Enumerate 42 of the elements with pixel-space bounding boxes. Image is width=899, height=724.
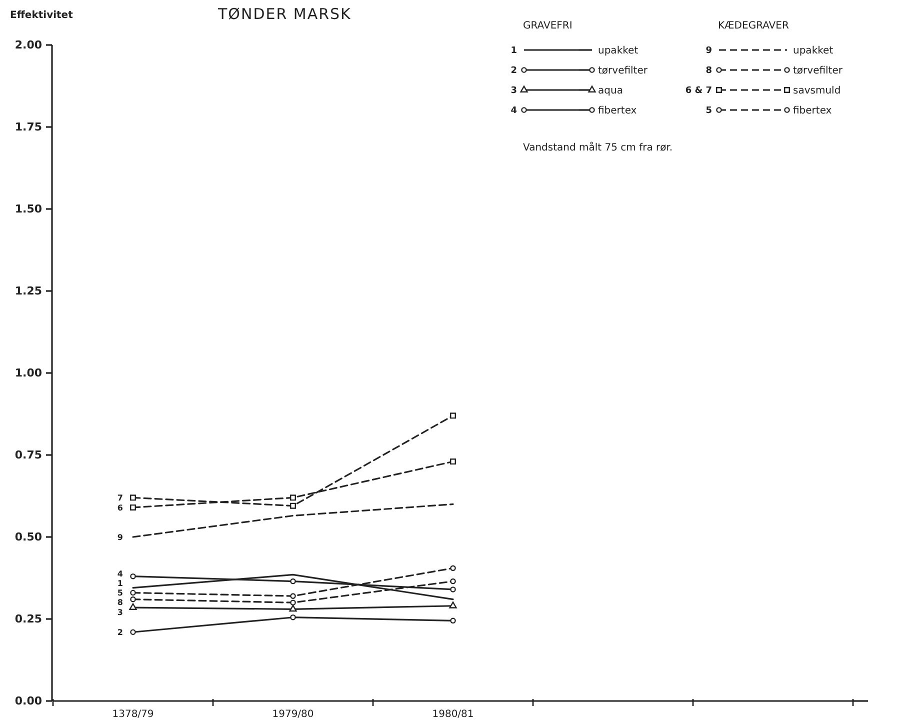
annotation: 2 [510, 66, 517, 76]
annotation: 4 [510, 106, 517, 116]
annotation: 1 [510, 46, 517, 56]
annotation: 6 & 7 [685, 86, 712, 96]
annotation: Vandstand målt 75 cm fra rør. [523, 142, 673, 154]
text: KÆDEGRAVER [718, 20, 789, 32]
y-tick-label: 0.25 [14, 612, 42, 626]
legend-label: upakket [598, 46, 638, 56]
y-tick-label: 0.00 [14, 694, 42, 708]
legend-label: upakket [793, 46, 834, 56]
annotation: 5 [706, 106, 712, 116]
annotation: 3 [117, 608, 123, 617]
text: GRAVEFRI [523, 20, 572, 32]
legend-label: savsmuld [793, 86, 841, 96]
annotation: 9 [706, 46, 712, 56]
annotation: 8 [706, 66, 712, 76]
y-tick-label: 1.75 [14, 120, 42, 134]
annotation: 3 [510, 86, 517, 96]
legend-label: fibertex [598, 106, 637, 116]
annotation: 4 [117, 569, 124, 578]
annotation: 2 [117, 628, 123, 637]
legend-label: aqua [598, 86, 623, 96]
y-tick-label: 0.75 [14, 448, 42, 462]
legend-label: tørvefilter [598, 66, 648, 76]
x-tick-label: 1378/79 [112, 709, 154, 720]
y-tick-label: 1.25 [14, 284, 42, 298]
y-tick-label: 2.00 [14, 38, 42, 52]
legend-label: fibertex [793, 106, 832, 116]
annotation: 8 [117, 598, 124, 608]
annotation: 9 [117, 532, 124, 542]
y-tick-label: 0.50 [14, 530, 42, 544]
y-axis-title: Effektivitet [10, 10, 74, 21]
annotation: 5 [117, 588, 124, 598]
x-tick-label: 1980/81 [432, 709, 474, 720]
annotation: 6 [117, 503, 124, 512]
annotation: 7 [117, 493, 123, 502]
legend-label: tørvefilter [793, 66, 844, 76]
y-tick-label: 1.50 [14, 202, 42, 216]
chart-title: TØNDER MARSK [217, 5, 352, 23]
y-tick-label: 1.00 [14, 366, 42, 380]
annotation: 1 [117, 578, 124, 588]
x-tick-label: 1979/80 [272, 709, 314, 720]
